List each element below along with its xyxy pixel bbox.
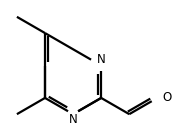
Text: O: O [162,91,171,104]
Text: N: N [97,53,106,66]
Text: N: N [69,113,77,127]
